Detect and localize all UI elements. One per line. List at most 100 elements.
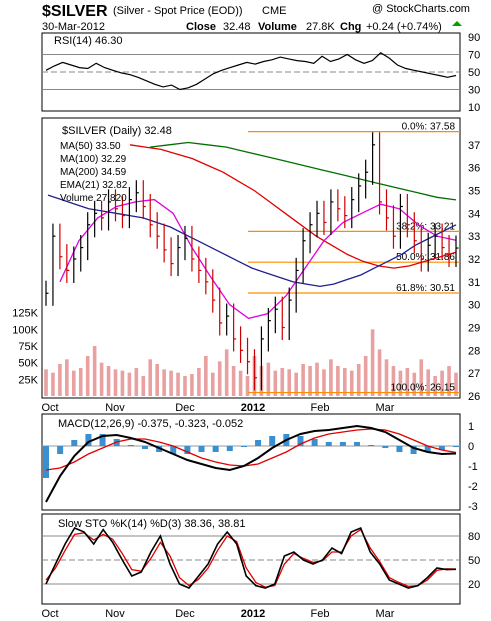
volume-bar xyxy=(155,364,159,396)
volume-bar xyxy=(294,372,298,396)
volume-bar xyxy=(273,370,278,396)
macd-histogram-bar xyxy=(382,446,389,448)
stochastic-tick-label: 80 xyxy=(468,531,480,543)
macd-histogram-bar xyxy=(127,445,134,446)
stochastic-d-line xyxy=(45,528,457,588)
up-arrow-icon xyxy=(452,21,462,26)
volume-bar xyxy=(113,369,118,396)
volume-tick-label: 25K xyxy=(18,374,38,386)
chart-title-symbol: $SILVER xyxy=(42,3,108,20)
volume-bar xyxy=(238,370,243,396)
macd-histogram-bar xyxy=(57,446,64,454)
macd-histogram-bar xyxy=(396,446,403,452)
price-legend-symbol: $SILVER (Daily) 32.48 xyxy=(62,125,172,137)
macd-histogram-bar xyxy=(71,440,78,446)
macd-histogram-bar xyxy=(424,446,431,452)
stochastic-plot: 80 50 20 Oct Nov Dec 2012 Feb Mar xyxy=(41,526,480,620)
volume-bar xyxy=(245,376,250,396)
price-tick-label: 37 xyxy=(468,140,480,152)
x-axis-label: Oct xyxy=(41,402,58,414)
price-tick-label: 26 xyxy=(468,391,480,403)
stochastic-legend: Slow STO %K(14) %D(3) 38.36, 38.81 xyxy=(58,518,246,530)
volume-value: 27.8K xyxy=(306,21,335,33)
volume-bar xyxy=(58,364,62,396)
close-label: Close xyxy=(186,21,216,33)
volume-bar xyxy=(266,362,271,396)
price-tick-label: 35 xyxy=(468,186,480,198)
exchange-label: CME xyxy=(262,5,286,17)
volume-bar xyxy=(398,370,403,396)
close-value: 32.48 xyxy=(223,21,251,33)
volume-bar xyxy=(204,356,208,396)
volume-bar xyxy=(301,364,305,396)
rsi-tick-label: 70 xyxy=(468,50,480,62)
stochastic-panel xyxy=(41,513,461,605)
price-panel xyxy=(41,117,461,399)
fib-label: 38.2%: 33.21 xyxy=(396,221,455,232)
volume-bar xyxy=(356,364,361,396)
volume-bar xyxy=(44,369,48,396)
stochastic-tick-label: 20 xyxy=(468,579,480,591)
price-tick-label: 31 xyxy=(468,277,480,289)
rsi-line xyxy=(45,52,457,91)
macd-histogram-bar xyxy=(255,440,262,446)
volume-bar xyxy=(162,369,166,396)
volume-bar xyxy=(120,370,125,396)
rsi-legend: RSI(14) 46.30 xyxy=(54,35,122,47)
stochastic-k-line xyxy=(45,526,457,589)
volume-bar xyxy=(329,359,333,396)
volume-bar xyxy=(391,366,396,396)
volume-bar xyxy=(426,369,431,396)
rsi-tick-label: 50 xyxy=(468,67,480,79)
ma200-legend: MA(200) 34.59 xyxy=(60,167,127,178)
macd-histogram-bar xyxy=(297,436,304,446)
macd-signal-line xyxy=(45,428,457,471)
volume-bar xyxy=(363,356,368,396)
volume-bar xyxy=(197,368,201,396)
chg-value: +0.24 (+0.74%) xyxy=(366,21,442,33)
macd-histogram-bar xyxy=(325,442,332,446)
macd-histogram-bar xyxy=(184,446,191,454)
price-tick-label: 36 xyxy=(468,163,480,175)
chg-label: Chg xyxy=(340,21,361,33)
macd-histogram-bar xyxy=(269,436,276,446)
volume-bar xyxy=(92,346,97,396)
volume-bar xyxy=(412,372,417,396)
price-tick-label: 27 xyxy=(468,368,480,380)
macd-histogram-bar xyxy=(354,442,361,446)
volume-bar xyxy=(210,372,215,396)
volume-bar xyxy=(349,370,354,396)
price-tick-label: 33 xyxy=(468,231,480,243)
price-tick-label: 32 xyxy=(468,254,480,266)
ma100-line xyxy=(129,144,457,269)
volume-bar xyxy=(343,368,347,396)
volume-bar xyxy=(231,366,236,396)
rsi-plot: 90 70 50 30 10 xyxy=(42,32,480,114)
x-axis-label: Dec xyxy=(175,402,195,414)
volume-bar xyxy=(169,370,173,396)
volume-bar xyxy=(85,356,90,396)
rsi-tick-label: 30 xyxy=(468,85,480,97)
ema21-line xyxy=(59,198,457,320)
x-axis-label-bottom: Oct xyxy=(41,608,58,620)
volume-legend: Volume 27,820 xyxy=(60,193,127,204)
x-axis-label: 2012 xyxy=(241,402,265,414)
volume-bar xyxy=(447,366,451,396)
macd-histogram-bar xyxy=(212,446,219,452)
macd-histogram-bar xyxy=(311,439,318,446)
macd-plot: 1 0 -1 -2 -3 xyxy=(42,421,478,513)
fib-label: 61.8%: 30.51 xyxy=(396,283,455,294)
macd-histogram-bar xyxy=(453,446,459,448)
macd-histogram-bar xyxy=(198,446,205,452)
volume-bar xyxy=(99,362,104,396)
volume-bar xyxy=(134,368,139,396)
volume-bar xyxy=(287,369,292,396)
volume-bar xyxy=(280,368,285,396)
volume-bar xyxy=(217,361,222,396)
volume-bar xyxy=(127,372,132,396)
volume-tick-label: 75K xyxy=(18,341,38,353)
macd-histogram-bar xyxy=(170,446,177,454)
volume-bar xyxy=(315,362,319,396)
watermark: @ StockCharts.com xyxy=(372,3,470,15)
